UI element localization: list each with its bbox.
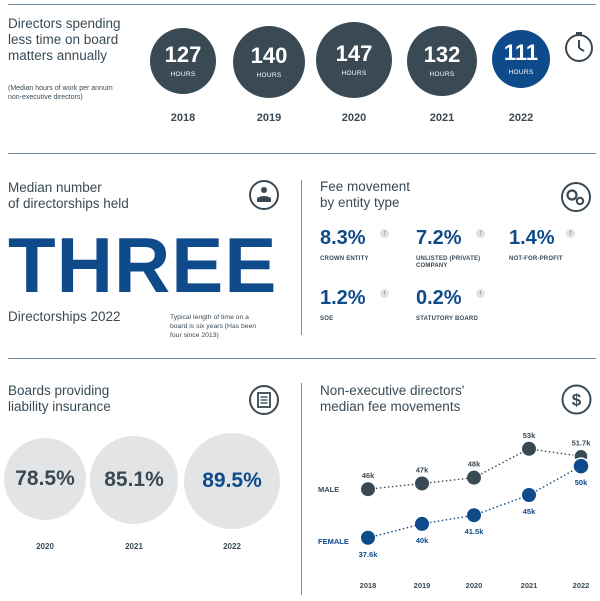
- female-data-label: 40k: [416, 536, 429, 545]
- male-line-segment: [473, 448, 530, 479]
- x-tick-label: 2022: [573, 581, 590, 590]
- hours-year-2019: 2019: [256, 112, 282, 124]
- female-line-segment: [367, 523, 423, 539]
- fee-label-unlisted: UNLISTED (PRIVATE) COMPANY: [416, 256, 481, 269]
- divider-vertical-1: [301, 180, 302, 335]
- up-arrow-icon: ↑: [476, 229, 485, 238]
- document-icon: [249, 385, 279, 415]
- fee-movement-title: Fee movement by entity type: [320, 179, 411, 210]
- x-tick-label: 2020: [466, 581, 483, 590]
- male-data-label: 46k: [362, 471, 375, 480]
- male-data-label: 47k: [416, 465, 429, 474]
- hours-circle-2021: 132 HOURS: [407, 26, 477, 96]
- hours-circle-2018: 127 HOURS: [150, 28, 216, 94]
- male-data-label: 53k: [523, 431, 536, 440]
- female-line-segment: [473, 494, 530, 516]
- insurance-year-2022: 2022: [223, 542, 241, 551]
- hours-year-2022: 2022: [508, 112, 534, 124]
- x-tick-label: 2021: [521, 581, 538, 590]
- male-line-segment: [367, 482, 423, 490]
- directorships-big-value: THREE: [8, 221, 278, 309]
- male-point: [361, 482, 375, 497]
- insurance-year-2021: 2021: [125, 542, 143, 551]
- directorships-title: Median number of directorships held: [8, 180, 129, 211]
- hours-year-2021: 2021: [429, 112, 455, 124]
- clock-icon: [565, 32, 593, 62]
- top-divider: [8, 4, 596, 5]
- hours-circle-2019: 140 HOURS: [233, 26, 305, 98]
- hours-title: Directors spending less time on board ma…: [8, 16, 121, 63]
- female-point: [572, 457, 590, 475]
- hours-year-2018: 2018: [170, 112, 196, 124]
- female-data-label: 41.5k: [465, 527, 485, 536]
- male-data-label: 51.7k: [572, 438, 592, 447]
- divider-1: [8, 153, 596, 154]
- handshake-icon: [249, 180, 279, 210]
- divider-2: [8, 358, 596, 359]
- fee-label-statutory: STATUTORY BOARD: [416, 316, 479, 322]
- fee-value-crown: 8.3%: [320, 227, 366, 249]
- up-arrow-icon: ↑: [476, 289, 485, 298]
- female-data-label: 50k: [575, 478, 588, 487]
- x-tick-label: 2018: [360, 581, 377, 590]
- directorships-note: Typical length of time on a board is six…: [170, 314, 257, 339]
- female-line-segment: [421, 514, 475, 525]
- female-point: [467, 508, 481, 523]
- female-point: [361, 530, 375, 545]
- female-data-label: 37.6k: [359, 550, 379, 559]
- male-line-segment: [528, 448, 582, 457]
- male-line-segment: [421, 476, 475, 485]
- insurance-circle-2020: 78.5%: [4, 438, 86, 520]
- insurance-year-2020: 2020: [36, 542, 54, 551]
- male-point: [467, 470, 481, 485]
- median-fee-chart: 46k 47k 48k 53k 51.7k MALE 37.6k 40k 41.5k 45k 50k…: [318, 431, 592, 590]
- female-point: [522, 488, 536, 502]
- insurance-circle-2021: 85.1%: [90, 436, 178, 524]
- svg-text:$: $: [572, 391, 582, 410]
- fee-value-soe: 1.2%: [320, 287, 366, 309]
- hours-year-2020: 2020: [341, 112, 367, 124]
- female-line-segment: [528, 465, 582, 496]
- female-series-label: FEMALE: [318, 537, 349, 546]
- insurance-title: Boards providing liability insurance: [8, 383, 111, 414]
- fee-label-nfp: NOT-FOR-PROFIT: [509, 256, 563, 262]
- hours-circle-2020: 147 HOURS: [316, 22, 392, 98]
- female-data-label: 45k: [523, 507, 536, 516]
- fee-value-unlisted: 7.2%: [416, 227, 462, 249]
- fee-label-soe: SOE: [320, 316, 334, 322]
- directorships-caption: Directorships 2022: [8, 309, 121, 324]
- fee-label-crown: CROWN ENTITY: [320, 256, 369, 262]
- female-point: [415, 516, 429, 531]
- hours-note: (Median hours of work per annum non-exec…: [8, 85, 113, 101]
- x-tick-label: 2019: [414, 581, 431, 590]
- median-fee-title: Non-executive directors' median fee move…: [320, 383, 465, 414]
- up-arrow-icon: ↑: [566, 229, 575, 238]
- male-point: [415, 476, 429, 491]
- male-series-label: MALE: [318, 485, 339, 494]
- fee-value-nfp: 1.4%: [509, 227, 555, 249]
- divider-vertical-2: [301, 383, 302, 595]
- male-data-label: 48k: [468, 460, 481, 469]
- male-point: [522, 441, 536, 456]
- gears-icon: [561, 182, 591, 212]
- hours-circle-2022: 111 HOURS: [492, 30, 550, 88]
- up-arrow-icon: ↑: [380, 289, 389, 298]
- up-arrow-icon: ↑: [380, 229, 389, 238]
- insurance-circle-2022: 89.5%: [184, 433, 280, 529]
- fee-value-statutory: 0.2%: [416, 287, 462, 309]
- dollar-icon: $: [561, 384, 592, 415]
